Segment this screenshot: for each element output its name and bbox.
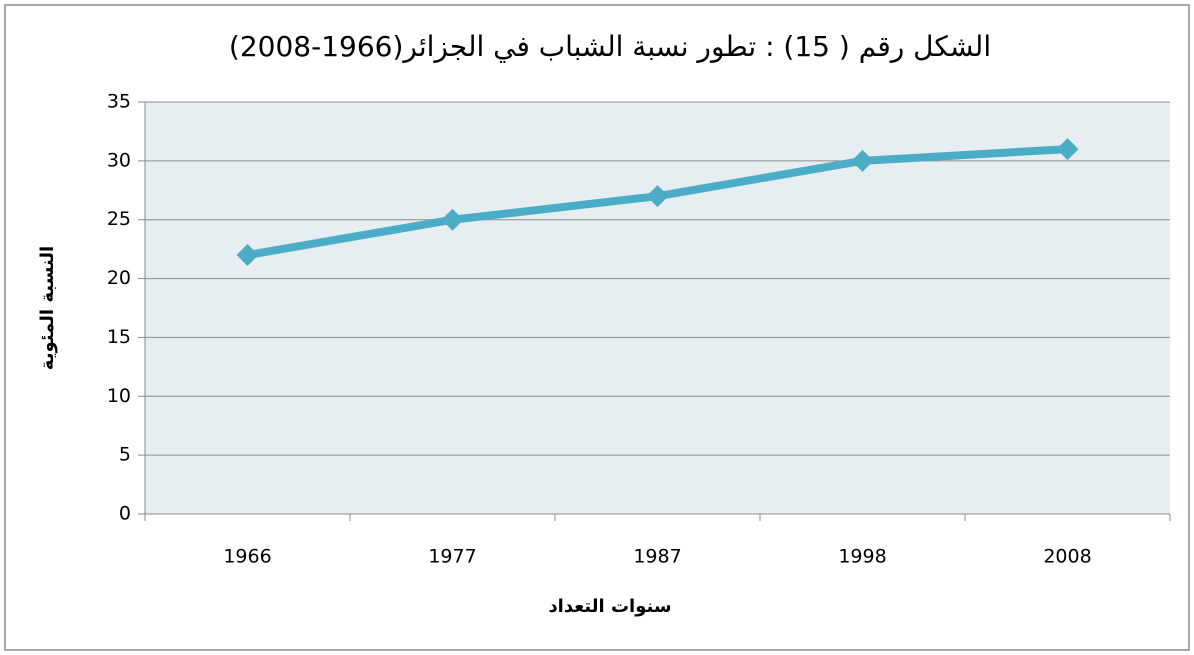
x-tick-label: 1987	[633, 546, 681, 568]
x-axis-label: سنوات التعداد	[548, 596, 671, 617]
data-point	[441, 208, 464, 231]
y-tick-label: 10	[107, 385, 131, 407]
y-tick-label: 15	[107, 326, 131, 348]
x-tick-label: 1998	[838, 546, 886, 568]
y-tick-label: 5	[119, 444, 131, 466]
plot-area	[145, 102, 1170, 514]
x-tick-label: 2008	[1043, 546, 1091, 568]
x-tick-label: 1966	[223, 546, 271, 568]
y-tick-label: 25	[107, 208, 131, 230]
y-axis-label: النسبة المئوية	[37, 246, 58, 370]
data-point	[1056, 138, 1079, 161]
y-tick-label: 30	[107, 149, 131, 171]
data-point	[851, 149, 874, 172]
data-point	[236, 244, 259, 267]
x-tick-label: 1977	[428, 546, 476, 568]
chart-title: الشكل رقم ( 15) : تطور نسبة الشباب في ال…	[229, 30, 991, 63]
y-tick-label: 0	[119, 503, 131, 525]
data-point	[646, 185, 669, 208]
y-tick-label: 20	[107, 267, 131, 289]
y-tick-label: 35	[107, 91, 131, 113]
